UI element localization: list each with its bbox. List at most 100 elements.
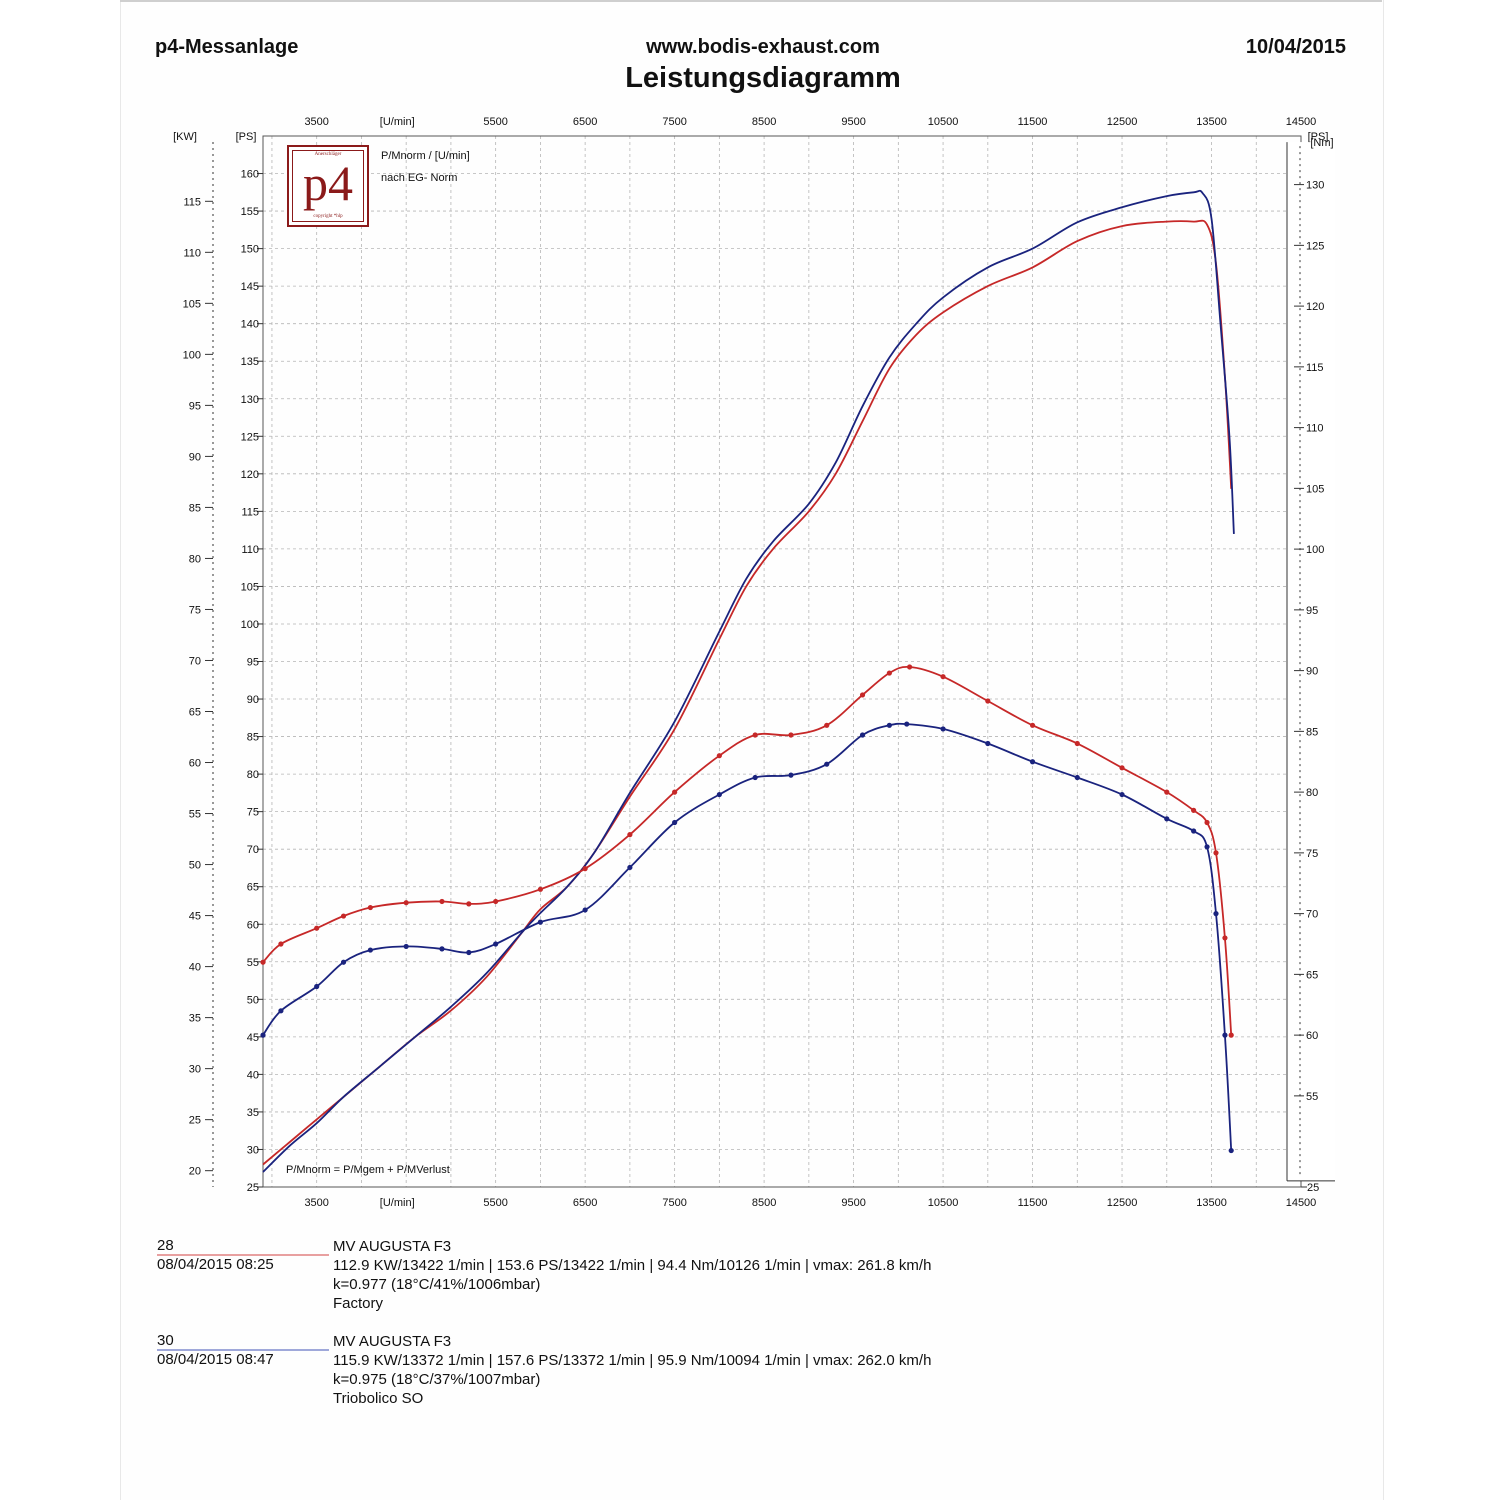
print-date: 10/04/2015 (1245, 36, 1346, 58)
nm-axis-label: [Nm] (1310, 137, 1333, 149)
chart-title: Leistungsdiagramm (625, 62, 901, 94)
torque-point-run-30 (940, 726, 946, 732)
x-tick-label-bottom: 7500 (662, 1197, 686, 1209)
torque-point-run-30 (260, 1032, 266, 1038)
torque-point-run-28 (1213, 850, 1219, 856)
ps-axis-label-left: [PS] (236, 131, 257, 143)
ps-tick-label-left: 130 (241, 394, 259, 406)
ps-tick-label-left: 125 (241, 431, 259, 443)
x-tick-label-bottom: 11500 (1018, 1197, 1048, 1209)
x-tick-label-top: 8500 (752, 116, 776, 128)
x-tick-label-top: 7500 (662, 116, 686, 128)
ps-tick-label-left: 55 (247, 957, 259, 969)
ps-tick-label-left: 135 (241, 356, 259, 368)
torque-point-run-30 (1119, 791, 1125, 798)
torque-point-run-28 (367, 904, 373, 911)
torque-point-run-28 (1204, 819, 1210, 826)
x-tick-label-bottom: 14500 (1286, 1197, 1317, 1209)
ps-tick-label-left: 85 (247, 732, 259, 744)
torque-point-run-28 (439, 898, 445, 905)
kw-tick-label: 60 (189, 758, 201, 770)
scan-edge (120, 0, 1382, 2)
logo-top-text: Anerschläger (314, 152, 342, 157)
nm-tick-label: 115 (1306, 362, 1324, 374)
ps-tick-label-left: 120 (241, 469, 259, 481)
x-tick-label-top: 14500 (1286, 116, 1317, 128)
kw-tick-label: 100 (183, 349, 201, 361)
kw-tick-label: 65 (189, 706, 201, 718)
x-tick-label-bottom: 13500 (1196, 1197, 1227, 1209)
nm-tick-label: 80 (1306, 787, 1318, 799)
kw-tick-label: 75 (189, 604, 201, 616)
legend-note-line2: nach EG- Norm (381, 172, 457, 184)
nm-tick-label: 125 (1306, 240, 1324, 252)
x-tick-label-top: 9500 (841, 116, 865, 128)
torque-point-run-28 (260, 959, 266, 965)
torque-point-run-28 (278, 941, 284, 947)
ps-tick-label-right: 25 (1307, 1182, 1319, 1194)
ps-tick-label-left: 155 (241, 206, 259, 218)
torque-point-run-30 (886, 722, 892, 728)
kw-tick-label: 40 (189, 962, 201, 974)
x-tick-label-top: 10500 (928, 116, 959, 128)
nm-axis-panel (1287, 142, 1335, 1181)
ps-tick-label-left: 145 (241, 281, 259, 293)
torque-point-run-28 (752, 732, 758, 738)
torque-point-run-30 (1191, 828, 1197, 834)
nm-tick-label: 55 (1306, 1091, 1318, 1103)
torque-point-run-28 (493, 898, 499, 905)
x-tick-label-top: 13500 (1196, 116, 1227, 128)
nm-tick-label: 130 (1306, 180, 1324, 192)
nm-tick-label: 120 (1306, 301, 1324, 313)
torque-point-run-28 (537, 886, 543, 892)
torque-point-run-28 (1228, 1032, 1234, 1038)
torque-point-run-28 (716, 753, 722, 759)
torque-point-run-28 (582, 866, 588, 872)
torque-point-run-30 (672, 819, 678, 826)
torque-point-run-30 (788, 772, 794, 778)
logo-bottom-text: copyright *hlp (313, 214, 343, 219)
grid (263, 136, 1301, 1187)
torque-point-run-30 (278, 1008, 284, 1014)
x-tick-label-bottom: 12500 (1107, 1197, 1138, 1209)
kw-tick-label: 105 (183, 298, 201, 310)
series-torque-line-run-28 (262, 665, 1233, 1036)
kw-tick-label: 35 (189, 1013, 201, 1025)
nm-tick-label: 105 (1306, 483, 1324, 495)
kw-tick-label: 20 (189, 1166, 201, 1178)
nm-tick-label: 75 (1306, 848, 1318, 860)
ps-tick-label-left: 110 (241, 544, 259, 556)
x-tick-label-bottom: 3500 (304, 1197, 328, 1209)
nm-tick-label: 60 (1306, 1030, 1318, 1042)
torque-point-run-30 (537, 919, 543, 925)
nm-tick-label: 65 (1306, 969, 1318, 981)
torque-point-run-28 (1119, 765, 1125, 771)
ps-tick-label-left: 95 (247, 657, 259, 669)
nm-tick-label: 95 (1306, 605, 1318, 617)
nm-tick-label: 70 (1306, 909, 1318, 921)
p4-logo: Anerschläger p4 copyright *hlp (287, 145, 369, 227)
torque-point-run-30 (859, 732, 866, 738)
torque-point-run-28 (788, 732, 794, 738)
kw-tick-label: 55 (189, 809, 201, 821)
nm-tick-label: 85 (1306, 726, 1318, 738)
torque-point-run-28 (340, 913, 347, 919)
torque-point-run-28 (940, 674, 946, 680)
torque-point-run-28 (824, 722, 830, 728)
x-tick-label-top: 3500 (304, 116, 328, 128)
nm-tick-label: 100 (1306, 544, 1324, 556)
torque-point-run-30 (1164, 816, 1170, 822)
torque-point-run-28 (886, 670, 892, 676)
x-tick-label-top: 11500 (1018, 116, 1048, 128)
torque-point-run-28 (627, 832, 633, 838)
kw-tick-label: 45 (189, 911, 201, 923)
kw-tick-label: 85 (189, 502, 201, 514)
logo-mark: p4 (303, 155, 353, 211)
ps-tick-label-left: 115 (241, 506, 259, 518)
torque-point-run-28 (859, 692, 866, 698)
torque-point-run-28 (985, 698, 991, 704)
formula-note: P/Mnorm = P/Mgem + P/MVerlust (286, 1164, 450, 1176)
kw-tick-label: 95 (189, 400, 201, 412)
x-tick-label-bottom: 10500 (928, 1197, 959, 1209)
